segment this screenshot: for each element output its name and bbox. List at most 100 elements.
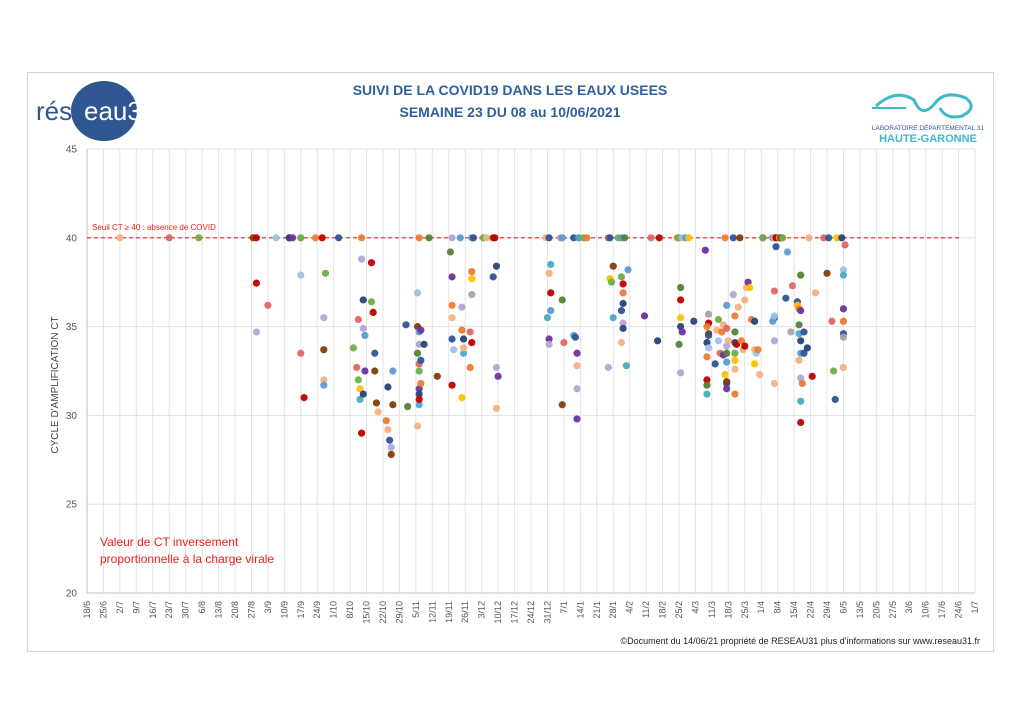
data-point <box>420 340 428 348</box>
data-point <box>839 317 848 325</box>
data-point <box>825 234 833 242</box>
logo-right-mark: eva <box>866 97 868 99</box>
data-point <box>353 363 361 372</box>
data-point <box>619 319 627 327</box>
data-point <box>448 301 456 309</box>
data-point <box>165 234 173 242</box>
data-point <box>545 269 553 277</box>
data-point <box>389 367 397 375</box>
data-point <box>560 338 568 347</box>
data-point <box>361 331 369 340</box>
y-tick-label: 20 <box>66 589 78 600</box>
data-point <box>413 289 422 297</box>
copyright-note: ©Document du 14/06/21 propriété de RESEA… <box>620 636 980 646</box>
data-point <box>797 271 805 279</box>
logo-right-line2: HAUTE-GARONNE <box>879 133 977 145</box>
annotation-line-1: Valeur de CT inversement <box>100 535 239 549</box>
x-tick-label: 26/11 <box>460 601 470 623</box>
data-point <box>367 298 376 306</box>
data-point <box>609 262 617 270</box>
x-tick-label: 18/6 <box>82 601 92 619</box>
data-point <box>417 379 425 388</box>
data-point <box>359 324 367 332</box>
data-point <box>624 266 632 274</box>
y-tick-label: 30 <box>66 411 78 422</box>
data-point <box>838 234 846 242</box>
data-point <box>808 372 816 380</box>
data-point <box>703 376 711 384</box>
data-point <box>675 340 683 348</box>
data-point <box>607 278 616 286</box>
data-point <box>321 269 330 277</box>
y-axis-ticks: 20 25 30 35 40 45 <box>66 145 78 600</box>
x-tick-label: 24/9 <box>312 601 322 619</box>
x-tick-label: 12/11 <box>427 601 437 623</box>
data-point <box>252 234 260 242</box>
data-point <box>823 269 831 277</box>
data-point <box>604 363 612 372</box>
data-point <box>573 385 581 393</box>
data-point <box>828 317 836 325</box>
data-point <box>622 362 630 370</box>
eva-logo: eva LABORATOIRE DÉPARTEMENTAL 31 HAUTE-G… <box>866 86 990 146</box>
x-tick-label: 10/9 <box>279 601 289 619</box>
data-point <box>617 307 626 315</box>
data-point <box>654 337 662 345</box>
data-point <box>701 246 709 254</box>
data-point <box>783 248 792 256</box>
data-point <box>770 312 778 320</box>
x-tick-label: 15/10 <box>362 601 372 624</box>
data-point <box>415 367 423 375</box>
data-point <box>731 390 739 398</box>
y-tick-label: 40 <box>66 233 78 244</box>
data-point <box>359 390 367 398</box>
x-tick-label: 28/1 <box>608 601 618 619</box>
data-point <box>320 346 328 354</box>
data-point <box>833 234 841 242</box>
data-point <box>361 367 369 375</box>
data-point <box>448 234 456 242</box>
data-point <box>731 356 739 364</box>
x-tick-label: 27/8 <box>246 601 256 619</box>
data-point <box>734 303 742 311</box>
data-point <box>811 289 820 297</box>
data-point <box>721 370 729 379</box>
data-point <box>772 243 780 251</box>
data-point <box>759 234 767 242</box>
data-point <box>492 262 501 270</box>
data-point <box>805 234 813 242</box>
data-point <box>831 395 839 404</box>
data-point <box>573 415 581 423</box>
data-point <box>839 266 848 274</box>
data-point <box>606 234 614 242</box>
data-point <box>459 349 468 357</box>
data-point <box>389 401 397 409</box>
x-tick-label: 1/10 <box>329 601 339 619</box>
x-tick-label: 8/10 <box>345 601 355 619</box>
annotation-line-2: proportionnelle à la charge virale <box>100 552 275 566</box>
data-point <box>468 338 476 347</box>
data-point <box>751 360 759 368</box>
data-point <box>415 340 423 348</box>
data-point <box>413 349 422 357</box>
data-point <box>320 376 328 384</box>
threshold-label: Seuil CT ≥ 40 : absence de COVID <box>92 223 216 232</box>
x-tick-label: 22/10 <box>378 601 388 624</box>
data-point <box>655 234 663 242</box>
data-point <box>703 353 711 361</box>
x-tick-label: 3/9 <box>263 601 273 614</box>
data-point <box>829 367 838 375</box>
x-tick-label: 29/4 <box>822 601 832 619</box>
data-point <box>678 328 686 336</box>
data-point <box>382 417 390 425</box>
data-point <box>264 301 272 309</box>
data-point <box>469 234 478 242</box>
data-point <box>714 315 723 324</box>
x-tick-label: 24/6 <box>954 601 964 619</box>
data-point <box>456 234 464 242</box>
data-point <box>372 399 381 407</box>
logo-left-text-a: rés <box>36 96 72 126</box>
data-point <box>272 234 280 242</box>
data-point <box>356 395 364 404</box>
